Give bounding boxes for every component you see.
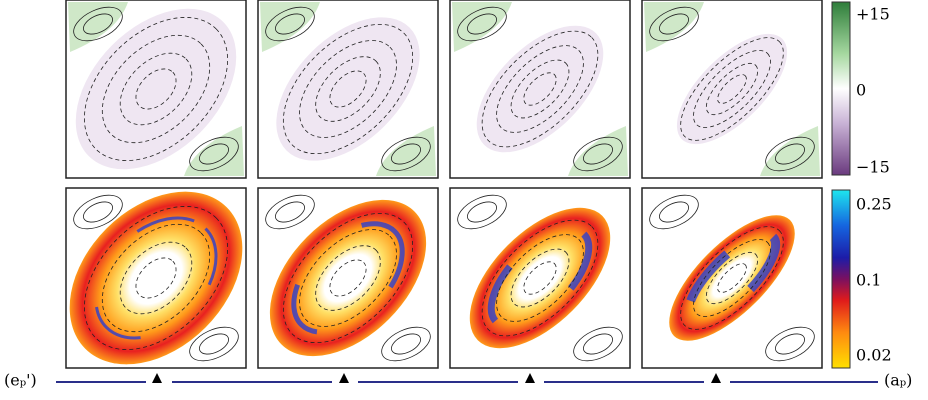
vorticity-field [676, 33, 788, 145]
streamline [381, 136, 431, 172]
dissipation-field [69, 191, 243, 365]
streamline [101, 223, 211, 333]
colorbar-label: 0.02 [856, 346, 892, 365]
streamline [83, 201, 113, 223]
streamline [705, 251, 759, 305]
streamline [315, 56, 381, 122]
colorbar [831, 189, 851, 369]
timeline-label: (eₚ') [4, 371, 37, 390]
corner-eddy [376, 126, 436, 176]
dissipation-band [683, 229, 781, 327]
streamline [649, 194, 699, 230]
streamline [265, 6, 315, 42]
streamline [717, 74, 747, 104]
streamline [199, 333, 229, 355]
corner-eddy [184, 126, 244, 176]
streamline [659, 13, 689, 35]
streamline [680, 226, 784, 330]
streamline [315, 245, 381, 311]
streamline [299, 40, 397, 138]
corner-eddy [68, 2, 128, 52]
streamline [119, 241, 193, 315]
streamline [329, 70, 367, 108]
streamline [510, 59, 570, 119]
dissipation-band [487, 225, 593, 331]
streamline [775, 333, 805, 355]
corner-eddy [760, 126, 820, 176]
streamline [717, 263, 747, 293]
streamline [135, 257, 177, 299]
streamline [199, 143, 229, 165]
streamline [523, 72, 557, 106]
dissipation-field [469, 207, 611, 349]
corner-eddy [568, 126, 628, 176]
streamline [467, 201, 497, 223]
streamline [84, 17, 228, 161]
streamline [680, 37, 784, 141]
streamline [573, 326, 623, 362]
streamline [189, 136, 239, 172]
timeline-marker [525, 373, 535, 383]
dissipation-band [291, 221, 405, 335]
timeline-marker [152, 373, 162, 383]
streamline [693, 239, 771, 317]
streamline [381, 326, 431, 362]
streamline [481, 219, 599, 337]
streamline [282, 212, 414, 344]
streamline [573, 136, 623, 172]
corner-eddy [260, 2, 320, 52]
streamline [705, 62, 759, 116]
streamline [83, 13, 113, 35]
streamline [299, 229, 397, 327]
streamline [189, 326, 239, 362]
streamline [510, 248, 570, 308]
streamline [265, 194, 315, 230]
streamline [649, 6, 699, 42]
streamline [523, 261, 557, 295]
dissipation-band [94, 216, 218, 340]
streamline [84, 206, 228, 350]
colorbar-label: 0.1 [856, 271, 881, 290]
timeline-label: (aₚ) [884, 371, 912, 390]
dissipation-field [269, 199, 427, 357]
streamline [282, 23, 414, 155]
streamline [765, 326, 815, 362]
streamline [329, 259, 367, 297]
streamline [583, 143, 613, 165]
corner-eddy [644, 2, 704, 52]
streamline [73, 6, 123, 42]
streamline [391, 143, 421, 165]
streamline [73, 194, 123, 230]
streamline [659, 201, 689, 223]
streamline [101, 34, 211, 144]
colorbar-label: 0 [856, 81, 866, 100]
timeline-marker [711, 373, 721, 383]
streamline [467, 13, 497, 35]
streamline [457, 194, 507, 230]
streamline [775, 143, 805, 165]
streamline [496, 234, 584, 322]
streamline [693, 50, 771, 128]
streamline [496, 45, 584, 133]
colorbar-label: −15 [856, 158, 890, 177]
streamline [275, 201, 305, 223]
corner-eddy [452, 2, 512, 52]
timeline-marker [339, 373, 349, 383]
colorbar [831, 1, 851, 176]
vorticity-field [75, 8, 237, 170]
streamline [275, 13, 305, 35]
streamline [457, 6, 507, 42]
streamline [583, 333, 613, 355]
streamline [391, 333, 421, 355]
vorticity-field [476, 25, 604, 153]
colorbar-label: 0.25 [856, 195, 892, 214]
colorbar-label: +15 [856, 5, 890, 24]
vorticity-field [276, 17, 420, 161]
dissipation-field [669, 215, 795, 341]
streamline [765, 136, 815, 172]
